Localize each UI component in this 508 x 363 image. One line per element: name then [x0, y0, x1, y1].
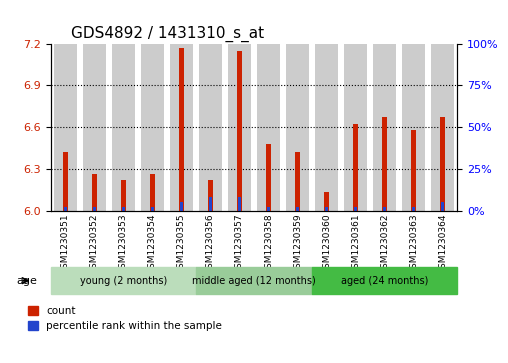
Bar — [266, 144, 271, 211]
Text: middle aged (12 months): middle aged (12 months) — [192, 276, 316, 286]
Bar — [315, 44, 338, 211]
Bar — [228, 44, 251, 211]
Bar — [383, 207, 387, 211]
Text: GDS4892 / 1431310_s_at: GDS4892 / 1431310_s_at — [71, 26, 264, 42]
Bar — [51, 267, 196, 294]
Bar — [412, 207, 416, 211]
Bar — [150, 174, 155, 211]
Bar — [92, 207, 96, 211]
Bar — [267, 207, 270, 211]
Bar — [151, 207, 154, 211]
Bar — [238, 197, 241, 211]
Bar — [237, 50, 242, 211]
Text: young (2 months): young (2 months) — [80, 276, 167, 286]
Bar — [92, 174, 97, 211]
Bar — [296, 207, 299, 211]
Bar — [54, 44, 77, 211]
Bar — [440, 117, 446, 211]
Bar — [121, 207, 125, 211]
Bar — [354, 207, 357, 211]
Bar — [441, 202, 444, 211]
Bar — [121, 180, 126, 211]
Bar — [62, 152, 68, 211]
Bar — [312, 267, 457, 294]
Bar — [141, 44, 164, 211]
Bar — [295, 152, 300, 211]
Bar — [112, 44, 135, 211]
Bar — [324, 192, 329, 211]
Bar — [208, 180, 213, 211]
Bar — [382, 117, 387, 211]
Bar — [170, 44, 193, 211]
Bar — [83, 44, 106, 211]
Bar — [402, 44, 425, 211]
Bar — [257, 44, 280, 211]
Bar — [196, 267, 312, 294]
Bar — [411, 130, 416, 211]
Bar — [431, 44, 454, 211]
Bar — [344, 44, 367, 211]
Bar — [209, 197, 212, 211]
Text: age: age — [16, 276, 37, 286]
Legend: count, percentile rank within the sample: count, percentile rank within the sample — [23, 302, 227, 335]
Bar — [286, 44, 309, 211]
Bar — [64, 207, 67, 211]
Bar — [325, 207, 328, 211]
Text: aged (24 months): aged (24 months) — [341, 276, 428, 286]
Bar — [199, 44, 222, 211]
Bar — [353, 124, 358, 211]
Bar — [373, 44, 396, 211]
Bar — [179, 48, 184, 211]
Bar — [180, 202, 183, 211]
